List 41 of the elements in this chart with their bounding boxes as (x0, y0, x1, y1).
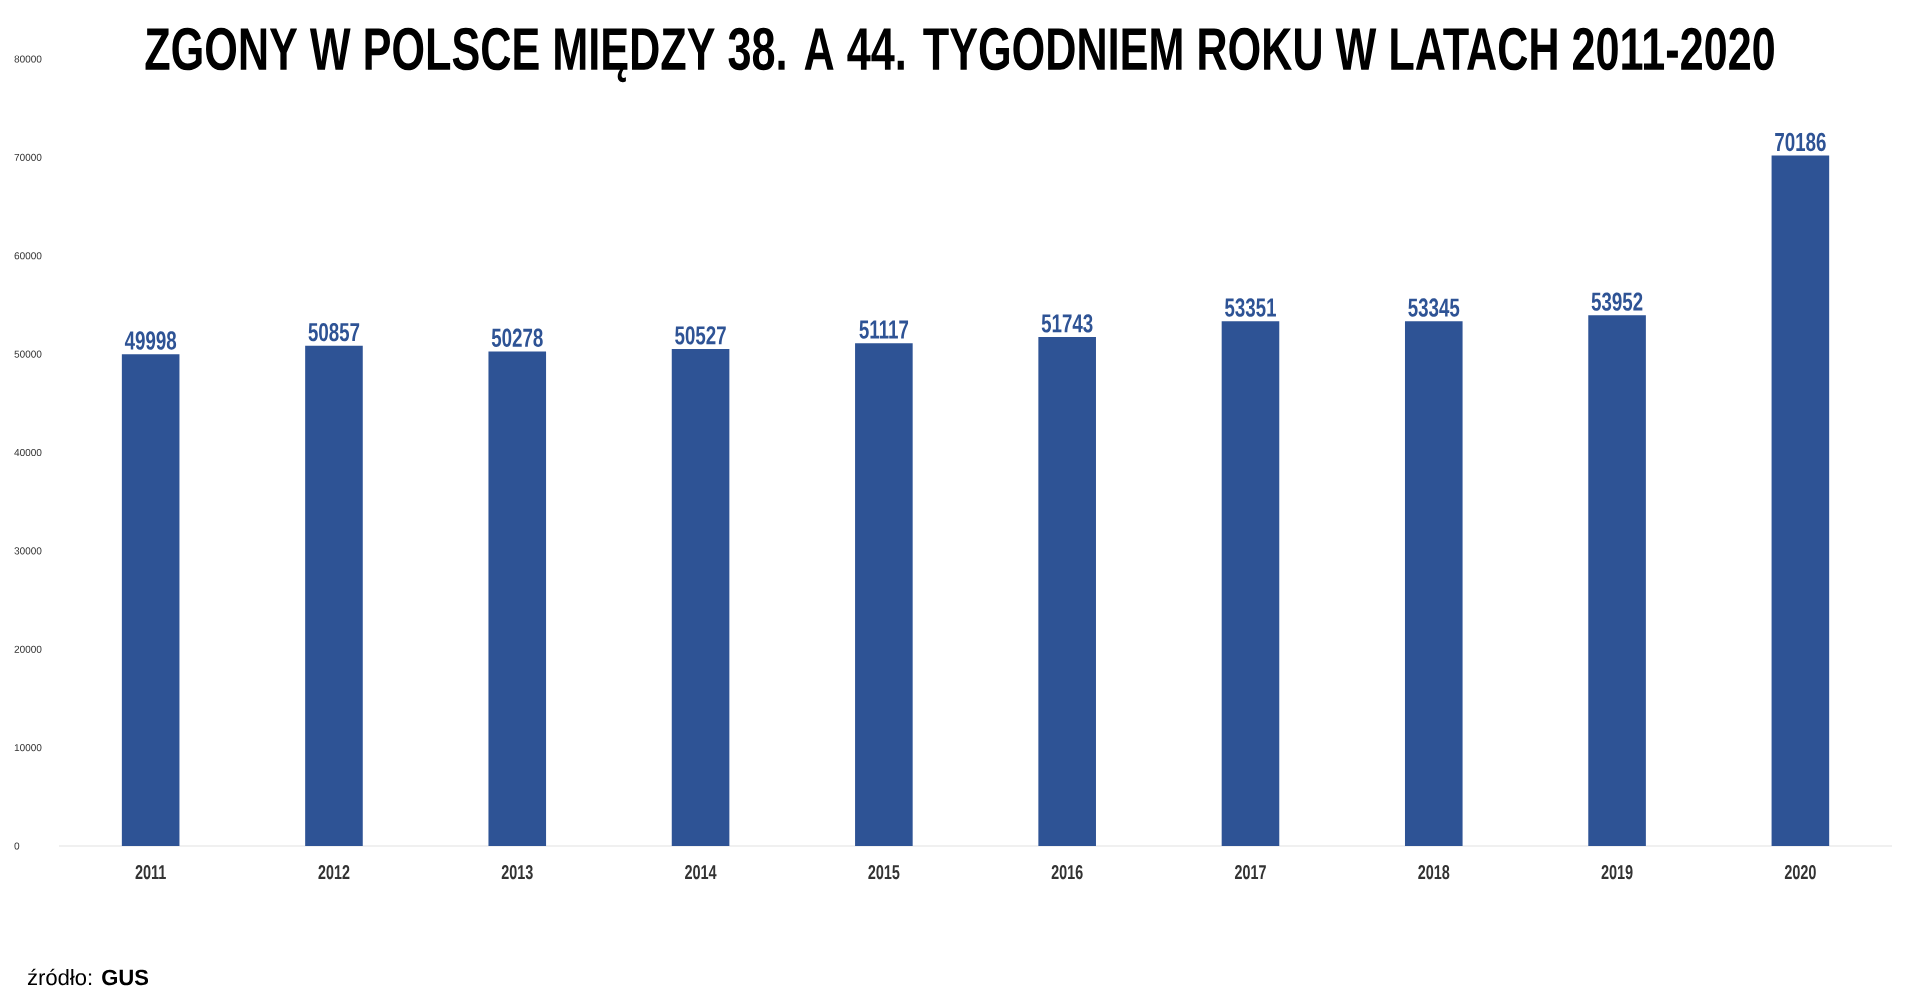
y-tick-label: 20000 (14, 645, 42, 653)
y-tick-label: 30000 (14, 547, 42, 555)
text: źródło: GUS (27, 968, 149, 986)
data-label: 53952 (1591, 292, 1643, 311)
y-tick-label: 70000 (14, 153, 42, 161)
bar (855, 343, 913, 846)
x-tick-label: 2011 (135, 865, 166, 880)
y-tick-label: 60000 (14, 252, 42, 260)
bar (488, 351, 547, 846)
bar (1038, 336, 1096, 846)
x-tick-label: 2013 (501, 865, 533, 880)
x-tick-label: 2015 (868, 865, 900, 880)
y-tick-label: 50000 (14, 350, 42, 358)
bar (121, 354, 180, 846)
x-tick-label: 2018 (1418, 865, 1450, 880)
data-label: 51743 (1041, 314, 1093, 333)
y-tick-label: 10000 (14, 744, 42, 752)
y-tick-label: 80000 (14, 55, 42, 63)
data-label: 53345 (1408, 298, 1460, 317)
data-label: 49998 (124, 331, 177, 350)
bar (1404, 321, 1463, 846)
x-tick-label: 2014 (685, 865, 717, 880)
chart-title: ZGONY W POLSCE MIĘDZY 38. A 44. TYGODNIEM ROKU W LATACH 2011-2020 (145, 27, 1774, 83)
data-label: 50278 (491, 328, 543, 347)
data-label: 70186 (1775, 132, 1826, 152)
y-tick-label: 0 (14, 842, 20, 850)
x-tick-label: 2012 (318, 865, 350, 880)
data-label: 50527 (675, 326, 726, 345)
bar (1771, 155, 1830, 846)
data-label: 50857 (308, 322, 360, 342)
x-tick-label: 2016 (1051, 865, 1083, 880)
x-tick-label: 2020 (1784, 865, 1816, 880)
bar (1221, 321, 1280, 846)
data-label: 53351 (1225, 298, 1276, 317)
y-tick-label: 40000 (14, 448, 42, 457)
bar (671, 348, 730, 846)
x-tick-label: 2017 (1234, 865, 1266, 880)
x-tick-label: 2019 (1601, 865, 1633, 880)
bar (305, 345, 363, 846)
bar (1588, 315, 1646, 846)
data-label: 51117 (859, 320, 909, 339)
